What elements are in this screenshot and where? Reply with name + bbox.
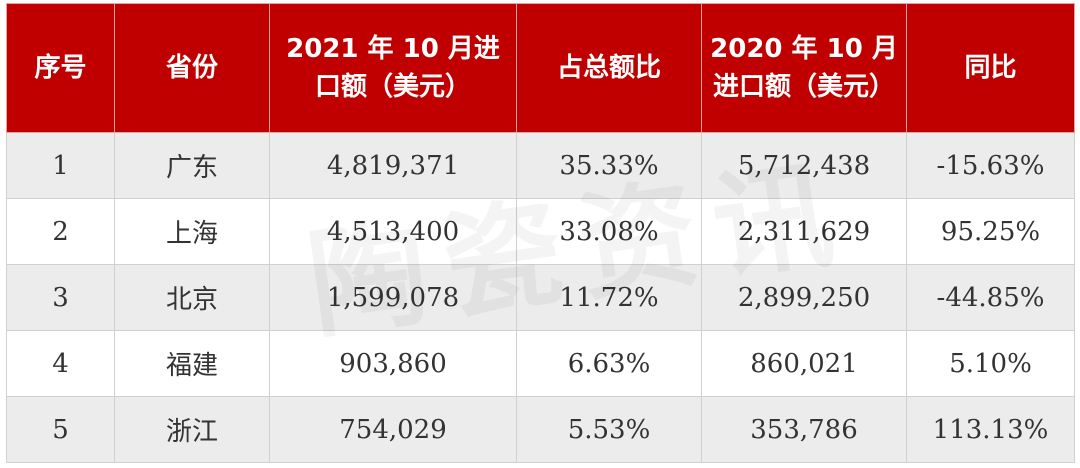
import-table-container: 序号 省份 2021 年 10 月进口额（美元） 占总额比 2020 年 10 … [6, 3, 1075, 464]
header-index: 序号 [6, 3, 115, 133]
cell-index: 5 [6, 396, 115, 463]
import-table: 序号 省份 2021 年 10 月进口额（美元） 占总额比 2020 年 10 … [6, 3, 1075, 463]
header-yoy: 同比 [906, 3, 1075, 133]
cell-yoy: 113.13% [906, 396, 1075, 463]
cell-province: 福建 [114, 330, 270, 397]
cell-share: 5.53% [516, 396, 702, 463]
cell-import-2021: 4,819,371 [269, 132, 517, 199]
cell-province: 北京 [114, 264, 270, 331]
table-row: 5 浙江 754,029 5.53% 353,786 113.13% [6, 396, 1075, 463]
cell-import-2021: 4,513,400 [269, 198, 517, 265]
cell-yoy: -15.63% [906, 132, 1075, 199]
cell-import-2021: 903,860 [269, 330, 517, 397]
header-import-2020: 2020 年 10 月进口额（美元） [701, 3, 907, 133]
cell-import-2021: 754,029 [269, 396, 517, 463]
header-share: 占总额比 [516, 3, 702, 133]
header-province: 省份 [114, 3, 270, 133]
cell-import-2021: 1,599,078 [269, 264, 517, 331]
table-header-row: 序号 省份 2021 年 10 月进口额（美元） 占总额比 2020 年 10 … [6, 3, 1075, 133]
cell-yoy: -44.85% [906, 264, 1075, 331]
cell-import-2020: 2,311,629 [701, 198, 907, 265]
cell-share: 33.08% [516, 198, 702, 265]
cell-share: 35.33% [516, 132, 702, 199]
cell-province: 广东 [114, 132, 270, 199]
cell-share: 11.72% [516, 264, 702, 331]
cell-import-2020: 353,786 [701, 396, 907, 463]
table-row: 1 广东 4,819,371 35.33% 5,712,438 -15.63% [6, 132, 1075, 199]
cell-index: 2 [6, 198, 115, 265]
cell-yoy: 5.10% [906, 330, 1075, 397]
cell-import-2020: 2,899,250 [701, 264, 907, 331]
cell-index: 4 [6, 330, 115, 397]
table-row: 3 北京 1,599,078 11.72% 2,899,250 -44.85% [6, 264, 1075, 331]
cell-import-2020: 860,021 [701, 330, 907, 397]
cell-province: 浙江 [114, 396, 270, 463]
cell-index: 3 [6, 264, 115, 331]
table-row: 2 上海 4,513,400 33.08% 2,311,629 95.25% [6, 198, 1075, 265]
cell-share: 6.63% [516, 330, 702, 397]
cell-import-2020: 5,712,438 [701, 132, 907, 199]
cell-index: 1 [6, 132, 115, 199]
header-import-2021: 2021 年 10 月进口额（美元） [269, 3, 517, 133]
cell-yoy: 95.25% [906, 198, 1075, 265]
table-row: 4 福建 903,860 6.63% 860,021 5.10% [6, 330, 1075, 397]
cell-province: 上海 [114, 198, 270, 265]
